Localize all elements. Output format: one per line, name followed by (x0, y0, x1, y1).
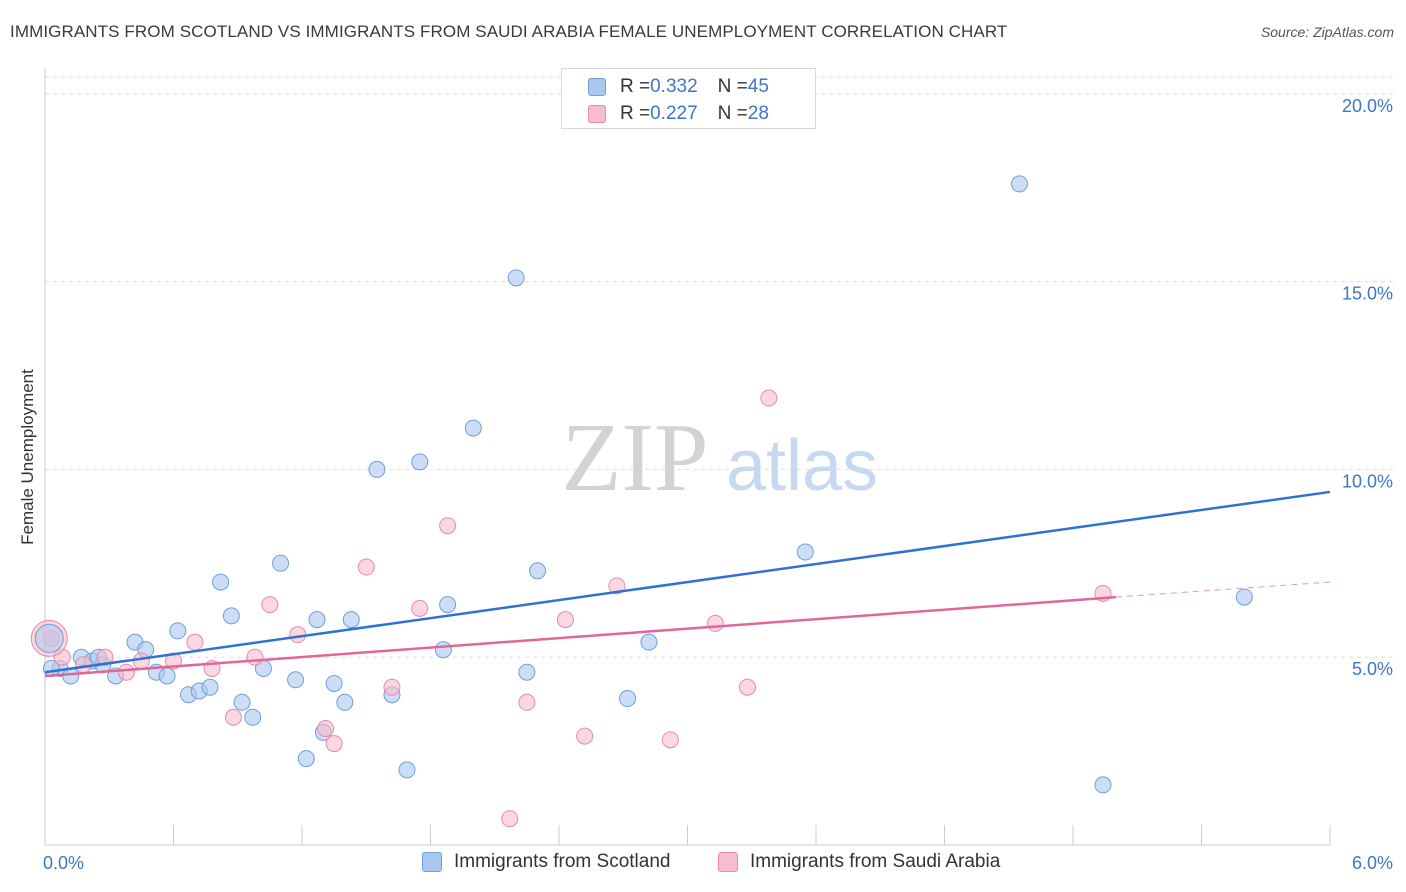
saudi-r-label: R = (620, 103, 651, 124)
scotland-point (640, 633, 658, 651)
scotland-point (1010, 175, 1028, 193)
scotland-point (411, 453, 429, 471)
scotland-point (308, 611, 326, 629)
series-legend: Immigrants from Scotland Immigrants from… (0, 851, 1406, 877)
scotland-point (233, 693, 251, 711)
saudi-n-label: N = (717, 103, 748, 124)
saudi-point (117, 663, 135, 681)
scotland-point (201, 678, 219, 696)
saudi-point (75, 656, 93, 674)
saudi-point (357, 558, 375, 576)
saudi-point (96, 648, 114, 666)
saudi-point (518, 693, 536, 711)
saudi-point (224, 708, 242, 726)
scotland-point (244, 708, 262, 726)
scotland-point (507, 269, 525, 287)
trend-layer (44, 490, 1331, 678)
y-tick-label: 10.0% (1342, 471, 1393, 491)
grid-layer (45, 76, 1395, 658)
saudi-point (383, 678, 401, 696)
scotland-point (368, 460, 386, 478)
scotland-point (287, 671, 305, 689)
saudi-trend-extension (1115, 581, 1331, 598)
saudi-point (439, 517, 457, 535)
saudi-point (661, 731, 679, 749)
scotland-r-label: R = (620, 76, 651, 97)
y-tick-label: 20.0% (1342, 96, 1393, 116)
scotland-point (398, 761, 416, 779)
saudi-point (556, 611, 574, 629)
chart-title: IMMIGRANTS FROM SCOTLAND VS IMMIGRANTS F… (10, 22, 1008, 41)
scotland-point (434, 641, 452, 659)
axis-layer (44, 68, 1331, 846)
scotland-n-value: 45 (747, 76, 769, 97)
scotland-legend-label: Immigrants from Scotland (454, 851, 671, 872)
watermark: ZIP atlas (562, 404, 879, 512)
watermark-zip: ZIP (562, 404, 709, 512)
scotland-point (619, 690, 637, 708)
saudi-point (289, 626, 307, 644)
scotland-point (222, 607, 240, 625)
scotland-point (212, 573, 230, 591)
saudi-point (608, 577, 626, 595)
scotland-point (518, 663, 536, 681)
legend-item-scotland[interactable]: Immigrants from Scotland (422, 851, 670, 873)
watermark-atlas: atlas (726, 426, 878, 506)
y-tick-label: 5.0% (1352, 659, 1393, 679)
saudi-point (706, 614, 724, 632)
scotland-point (342, 611, 360, 629)
scotland-point (158, 667, 176, 685)
scotland-n-label: N = (717, 76, 748, 97)
points-layer (30, 175, 1253, 828)
saudi-n-value: 28 (747, 103, 769, 124)
y-axis-label: Female Unemployment (18, 369, 37, 545)
scotland-point (297, 750, 315, 768)
saudi-point (317, 720, 335, 738)
saudi-point (186, 633, 204, 651)
saudi-legend-swatch (718, 852, 738, 872)
saudi-point (411, 599, 429, 617)
chart-source: Source: ZipAtlas.com (1260, 24, 1394, 40)
saudi-trend-line (44, 595, 1116, 678)
saudi-point (576, 727, 594, 745)
label-layer: 5.0% 10.0% 15.0% 20.0% 0.0% 6.0% Female Unempl… (18, 96, 1393, 873)
scotland-r-value: 0.332 (650, 76, 698, 97)
saudi-point (325, 735, 343, 753)
saudi-point (132, 652, 150, 670)
scotland-point (464, 419, 482, 437)
scotland-swatch (588, 78, 606, 96)
scotland-point (325, 674, 343, 692)
saudi-point (246, 648, 264, 666)
legend-item-saudi[interactable]: Immigrants from Saudi Arabia (718, 851, 1000, 873)
x-tick-label-max: 6.0% (1352, 853, 1393, 873)
scotland-cluster-point (34, 623, 64, 653)
scotland-point (336, 693, 354, 711)
saudi-swatch (588, 105, 606, 123)
scotland-point (796, 543, 814, 561)
saudi-point (261, 596, 279, 614)
saudi-point (501, 810, 519, 828)
scotland-point (1094, 776, 1112, 794)
correlation-legend: R = 0.332 N = 45 R = 0.227 N = 28 (561, 68, 816, 129)
scotland-trend-line (44, 490, 1331, 674)
x-tick-label-min: 0.0% (43, 853, 84, 873)
legend-row-scotland: R = 0.332 N = 45 (588, 75, 769, 99)
scotland-point (529, 562, 547, 580)
legend-row-saudi: R = 0.227 N = 28 (588, 102, 769, 126)
saudi-point (738, 678, 756, 696)
y-tick-label: 15.0% (1342, 284, 1393, 304)
saudi-point (760, 389, 778, 407)
scotland-legend-swatch (422, 852, 442, 872)
saudi-r-value: 0.227 (650, 103, 698, 124)
scotland-point (272, 554, 290, 572)
scotland-point (1235, 588, 1253, 606)
scotland-point (439, 596, 457, 614)
scotland-point (169, 622, 187, 640)
saudi-legend-label: Immigrants from Saudi Arabia (750, 851, 1001, 872)
